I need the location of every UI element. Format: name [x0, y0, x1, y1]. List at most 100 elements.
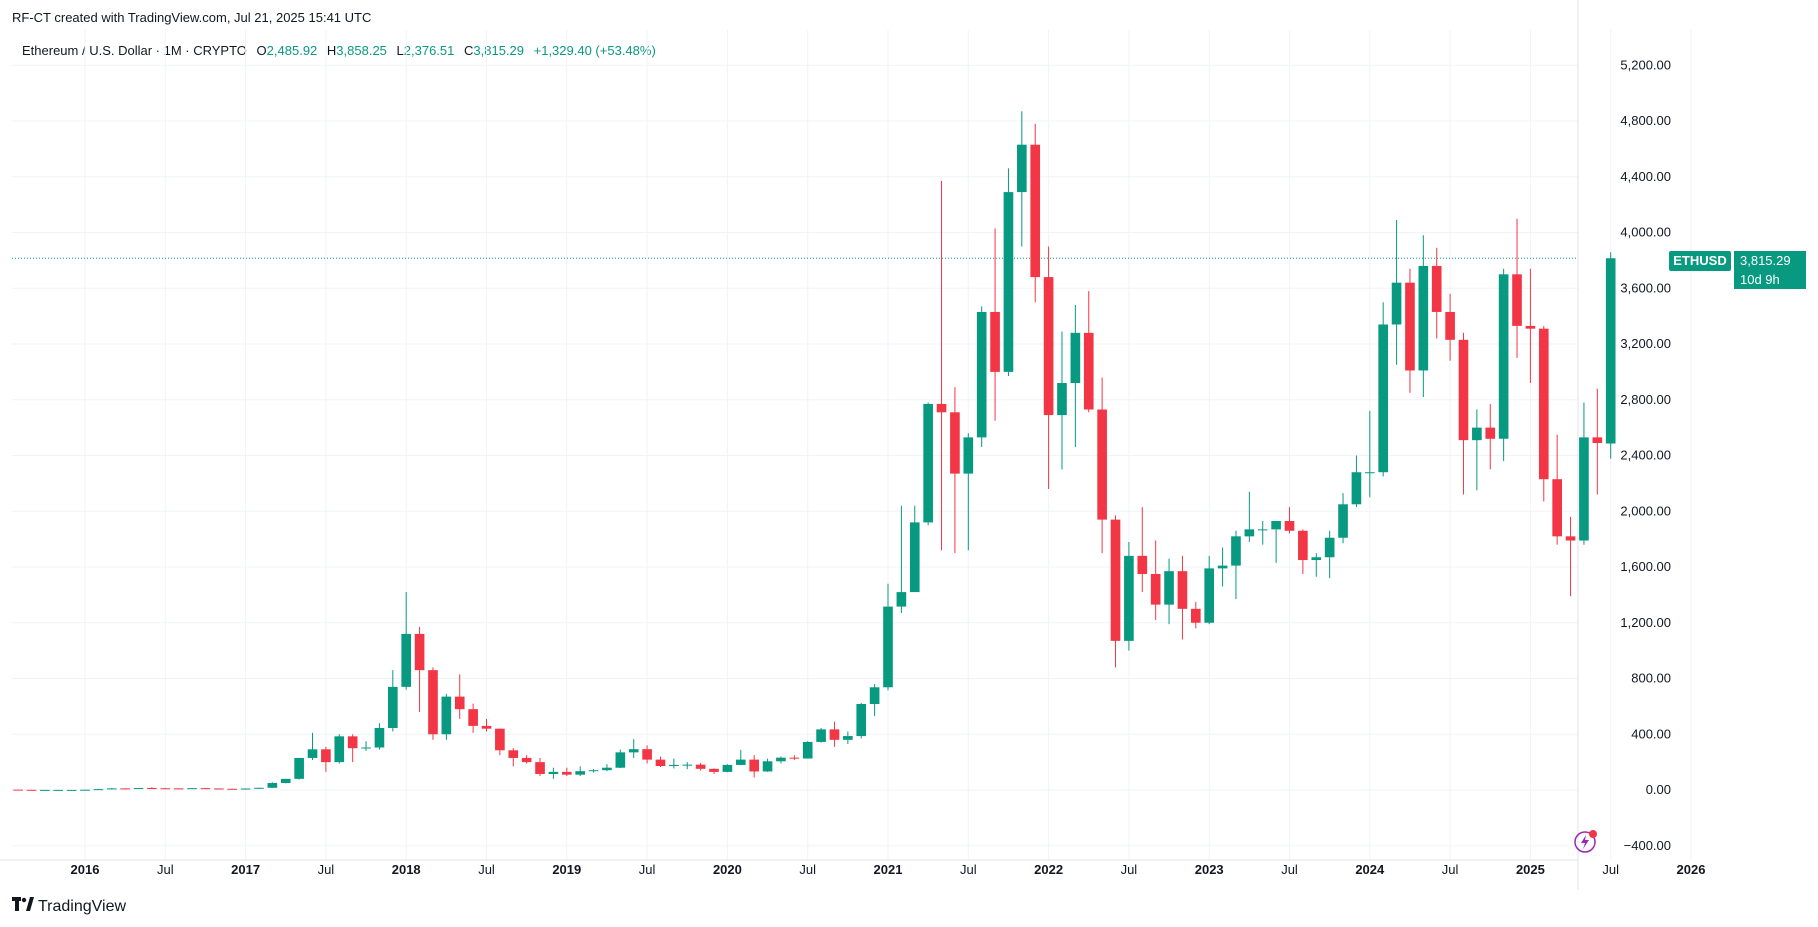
candle[interactable]	[133, 787, 144, 790]
candle[interactable]	[561, 767, 572, 777]
candle[interactable]	[896, 505, 907, 613]
candle[interactable]	[1472, 409, 1482, 491]
candle[interactable]	[508, 748, 519, 767]
candle[interactable]	[1030, 123, 1041, 303]
candle[interactable]	[829, 721, 840, 747]
candle[interactable]	[1418, 235, 1429, 397]
candle[interactable]	[1538, 325, 1549, 502]
candle[interactable]	[120, 788, 130, 790]
candle[interactable]	[387, 670, 398, 732]
candle[interactable]	[1311, 553, 1322, 577]
candle[interactable]	[1150, 540, 1161, 620]
candle[interactable]	[1177, 555, 1188, 640]
tradingview-logo[interactable]: TradingView	[12, 897, 126, 916]
candle[interactable]	[66, 789, 77, 791]
candle[interactable]	[280, 778, 291, 784]
candle[interactable]	[414, 626, 425, 712]
candle[interactable]	[883, 583, 893, 691]
candle[interactable]	[856, 702, 867, 739]
candle[interactable]	[1257, 521, 1268, 545]
candle[interactable]	[990, 228, 1000, 421]
candle[interactable]	[1498, 268, 1509, 462]
candle[interactable]	[1579, 402, 1589, 545]
candle[interactable]	[1003, 168, 1014, 377]
candle[interactable]	[1124, 541, 1134, 651]
candle[interactable]	[347, 734, 358, 763]
candle[interactable]	[1364, 410, 1375, 498]
candle[interactable]	[254, 787, 264, 789]
candle[interactable]	[1137, 507, 1148, 593]
candle[interactable]	[294, 757, 304, 780]
candle[interactable]	[495, 728, 505, 756]
candle[interactable]	[869, 684, 880, 717]
candle[interactable]	[321, 746, 331, 772]
candle[interactable]	[802, 741, 813, 759]
candle[interactable]	[374, 723, 385, 750]
candle[interactable]	[1043, 246, 1054, 489]
candle[interactable]	[1164, 558, 1174, 625]
candle[interactable]	[535, 757, 545, 777]
candle[interactable]	[682, 762, 693, 770]
candle[interactable]	[200, 788, 211, 790]
candle[interactable]	[722, 764, 733, 773]
candle[interactable]	[695, 762, 706, 771]
candle[interactable]	[106, 787, 117, 790]
candle[interactable]	[147, 787, 157, 790]
candle[interactable]	[909, 505, 920, 593]
lightning-icon[interactable]	[1573, 828, 1599, 854]
candle[interactable]	[401, 592, 412, 690]
candle[interactable]	[669, 758, 679, 769]
candle[interactable]	[709, 768, 719, 774]
candle[interactable]	[1097, 377, 1107, 554]
candle[interactable]	[1298, 529, 1308, 574]
candle[interactable]	[963, 433, 974, 551]
candle[interactable]	[1284, 507, 1295, 534]
candle[interactable]	[789, 755, 800, 761]
candle[interactable]	[762, 758, 773, 772]
candle[interactable]	[1565, 516, 1576, 597]
candle[interactable]	[936, 180, 947, 551]
candle[interactable]	[267, 782, 278, 788]
candle[interactable]	[950, 387, 960, 554]
symbol-description[interactable]: Ethereum / U.S. Dollar · 1M · CRYPTO	[22, 43, 247, 58]
candle[interactable]	[749, 755, 759, 778]
candle[interactable]	[1271, 521, 1281, 563]
candle[interactable]	[628, 739, 639, 758]
candle[interactable]	[1391, 219, 1402, 365]
candle[interactable]	[40, 789, 50, 791]
candle[interactable]	[1485, 403, 1496, 470]
candle[interactable]	[307, 732, 318, 761]
candle[interactable]	[843, 731, 853, 745]
candle[interactable]	[361, 741, 371, 751]
candle[interactable]	[1605, 252, 1616, 459]
candle[interactable]	[923, 402, 933, 526]
candle[interactable]	[1405, 268, 1415, 393]
candle[interactable]	[816, 727, 826, 743]
candle[interactable]	[615, 749, 626, 768]
candle[interactable]	[1512, 218, 1522, 358]
candle[interactable]	[26, 789, 37, 791]
candle[interactable]	[1338, 493, 1348, 544]
candle[interactable]	[13, 789, 23, 791]
candle[interactable]	[1083, 291, 1094, 413]
candle[interactable]	[588, 769, 599, 773]
candle[interactable]	[240, 788, 251, 790]
candle[interactable]	[521, 755, 532, 764]
candle[interactable]	[1525, 268, 1536, 384]
candle[interactable]	[1592, 388, 1603, 495]
candle[interactable]	[1017, 111, 1027, 247]
candle[interactable]	[1431, 247, 1442, 339]
candle[interactable]	[1231, 530, 1241, 600]
candle[interactable]	[481, 718, 492, 732]
candle[interactable]	[441, 693, 452, 740]
candle[interactable]	[1445, 293, 1455, 361]
candle[interactable]	[1552, 434, 1562, 545]
price-axis[interactable]: −400.00 0.00 400.00 800.00 1,200.00 1,600.00 2…	[1577, 0, 1671, 890]
candle[interactable]	[53, 789, 64, 791]
candle[interactable]	[1378, 302, 1389, 477]
time-axis[interactable]: 2016 Jul 2017 Jul 2018 Jul 2019 Jul 2020 Jul 2021 J…	[0, 859, 1705, 877]
candle[interactable]	[976, 306, 987, 448]
candle[interactable]	[227, 788, 238, 790]
candle[interactable]	[187, 788, 197, 790]
